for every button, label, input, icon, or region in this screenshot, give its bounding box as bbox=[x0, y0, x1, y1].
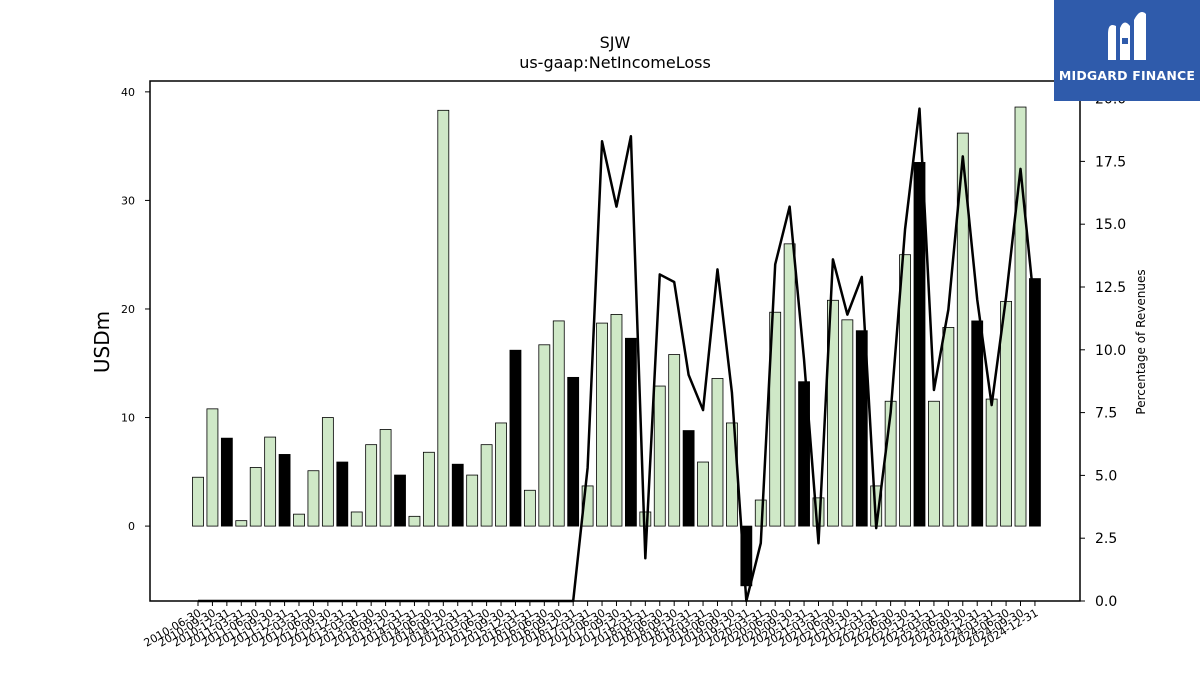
bar-2018-12-31 bbox=[682, 430, 695, 527]
bar-2018-09-30 bbox=[668, 354, 681, 527]
bar-2015-03-31 bbox=[466, 474, 479, 527]
bar-2016-06-30 bbox=[538, 344, 551, 527]
bar-2013-09-30 bbox=[379, 429, 392, 527]
bar-2022-12-31 bbox=[913, 162, 926, 527]
logo-text: MIDGARD FINANCE bbox=[1058, 68, 1196, 83]
bar-2012-06-30 bbox=[307, 470, 320, 527]
bar-2024-09-30 bbox=[1014, 106, 1027, 527]
y2-tick-label: 10.0 bbox=[1095, 343, 1126, 359]
bar-2013-03-31 bbox=[350, 511, 363, 527]
bar-2010-12-31 bbox=[220, 437, 233, 527]
midgard-logo-icon bbox=[1108, 12, 1146, 61]
bar-2024-12-31 bbox=[1029, 278, 1041, 527]
bar-2011-12-31 bbox=[278, 454, 291, 527]
bar-2023-03-31 bbox=[928, 400, 940, 527]
y-axis-label: USDm bbox=[90, 311, 114, 373]
bar-2020-06-30 bbox=[769, 311, 782, 527]
bar-2021-09-30 bbox=[841, 319, 854, 527]
bar-2011-06-30 bbox=[249, 467, 262, 527]
bar-2010-06-30 bbox=[192, 476, 204, 527]
chart-subtitle: us-gaap:NetIncomeLoss bbox=[519, 53, 711, 72]
bar-2012-03-31 bbox=[293, 513, 305, 527]
y-tick-label: 40 bbox=[121, 86, 135, 99]
bar-2017-09-30 bbox=[610, 313, 623, 527]
y2-tick-label: 5.0 bbox=[1095, 468, 1117, 484]
bar-2016-03-31 bbox=[523, 489, 536, 527]
bar-2014-09-30 bbox=[437, 109, 450, 527]
bar-2012-09-30 bbox=[321, 417, 334, 527]
bar-2024-03-31 bbox=[985, 398, 998, 527]
y2-axis-label: Percentage of Revenues bbox=[1134, 269, 1148, 414]
midgard-finance-logo: MIDGARD FINANCE bbox=[1054, 0, 1200, 101]
y2-tick-label: 2.5 bbox=[1095, 531, 1117, 547]
bar-2021-06-30 bbox=[827, 299, 839, 527]
y2-tick-label: 15.0 bbox=[1095, 217, 1126, 233]
bar-2020-12-31 bbox=[798, 381, 810, 527]
bar-2017-03-31 bbox=[581, 485, 594, 527]
y2-tick-label: 0.0 bbox=[1095, 594, 1117, 610]
y-tick-label: 10 bbox=[121, 412, 135, 425]
bar-2023-06-30 bbox=[942, 327, 955, 527]
bar-2011-03-31 bbox=[235, 520, 248, 527]
bar-2019-06-30 bbox=[711, 378, 724, 527]
bar-2014-03-31 bbox=[408, 515, 421, 527]
bar-2016-09-30 bbox=[552, 320, 565, 527]
bar-2023-09-30 bbox=[956, 132, 969, 527]
chart-title: SJW bbox=[599, 33, 631, 52]
bar-2015-09-30 bbox=[495, 422, 507, 527]
bar-2016-12-31 bbox=[567, 376, 580, 527]
bar-2010-09-30 bbox=[206, 408, 219, 527]
bar-2014-06-30 bbox=[422, 451, 435, 527]
bar-2012-12-31 bbox=[336, 461, 349, 527]
y2-tick-label: 12.5 bbox=[1095, 280, 1126, 296]
bar-2013-06-30 bbox=[365, 444, 378, 527]
y2-tick-label: 17.5 bbox=[1095, 154, 1126, 170]
bar-2023-12-31 bbox=[971, 320, 984, 527]
bar-2021-12-31 bbox=[855, 330, 868, 527]
bar-2015-06-30 bbox=[480, 444, 493, 527]
plot-frame bbox=[149, 80, 1081, 602]
y2-tick-label: 7.5 bbox=[1095, 406, 1117, 422]
bar-2017-12-31 bbox=[625, 337, 637, 527]
y-tick-label: 0 bbox=[128, 520, 135, 533]
bar-2019-03-31 bbox=[697, 461, 709, 527]
bar-2017-06-30 bbox=[596, 322, 608, 527]
bar-2022-09-30 bbox=[899, 254, 911, 527]
bar-2013-12-31 bbox=[394, 474, 406, 527]
y-tick-label: 30 bbox=[121, 194, 135, 207]
bar-2015-12-31 bbox=[509, 349, 522, 527]
y-tick-label: 20 bbox=[121, 303, 135, 316]
bar-2020-09-30 bbox=[783, 243, 796, 527]
bar-2014-12-31 bbox=[451, 463, 464, 527]
bar-2011-09-30 bbox=[264, 436, 277, 527]
bar-2018-06-30 bbox=[653, 385, 666, 527]
